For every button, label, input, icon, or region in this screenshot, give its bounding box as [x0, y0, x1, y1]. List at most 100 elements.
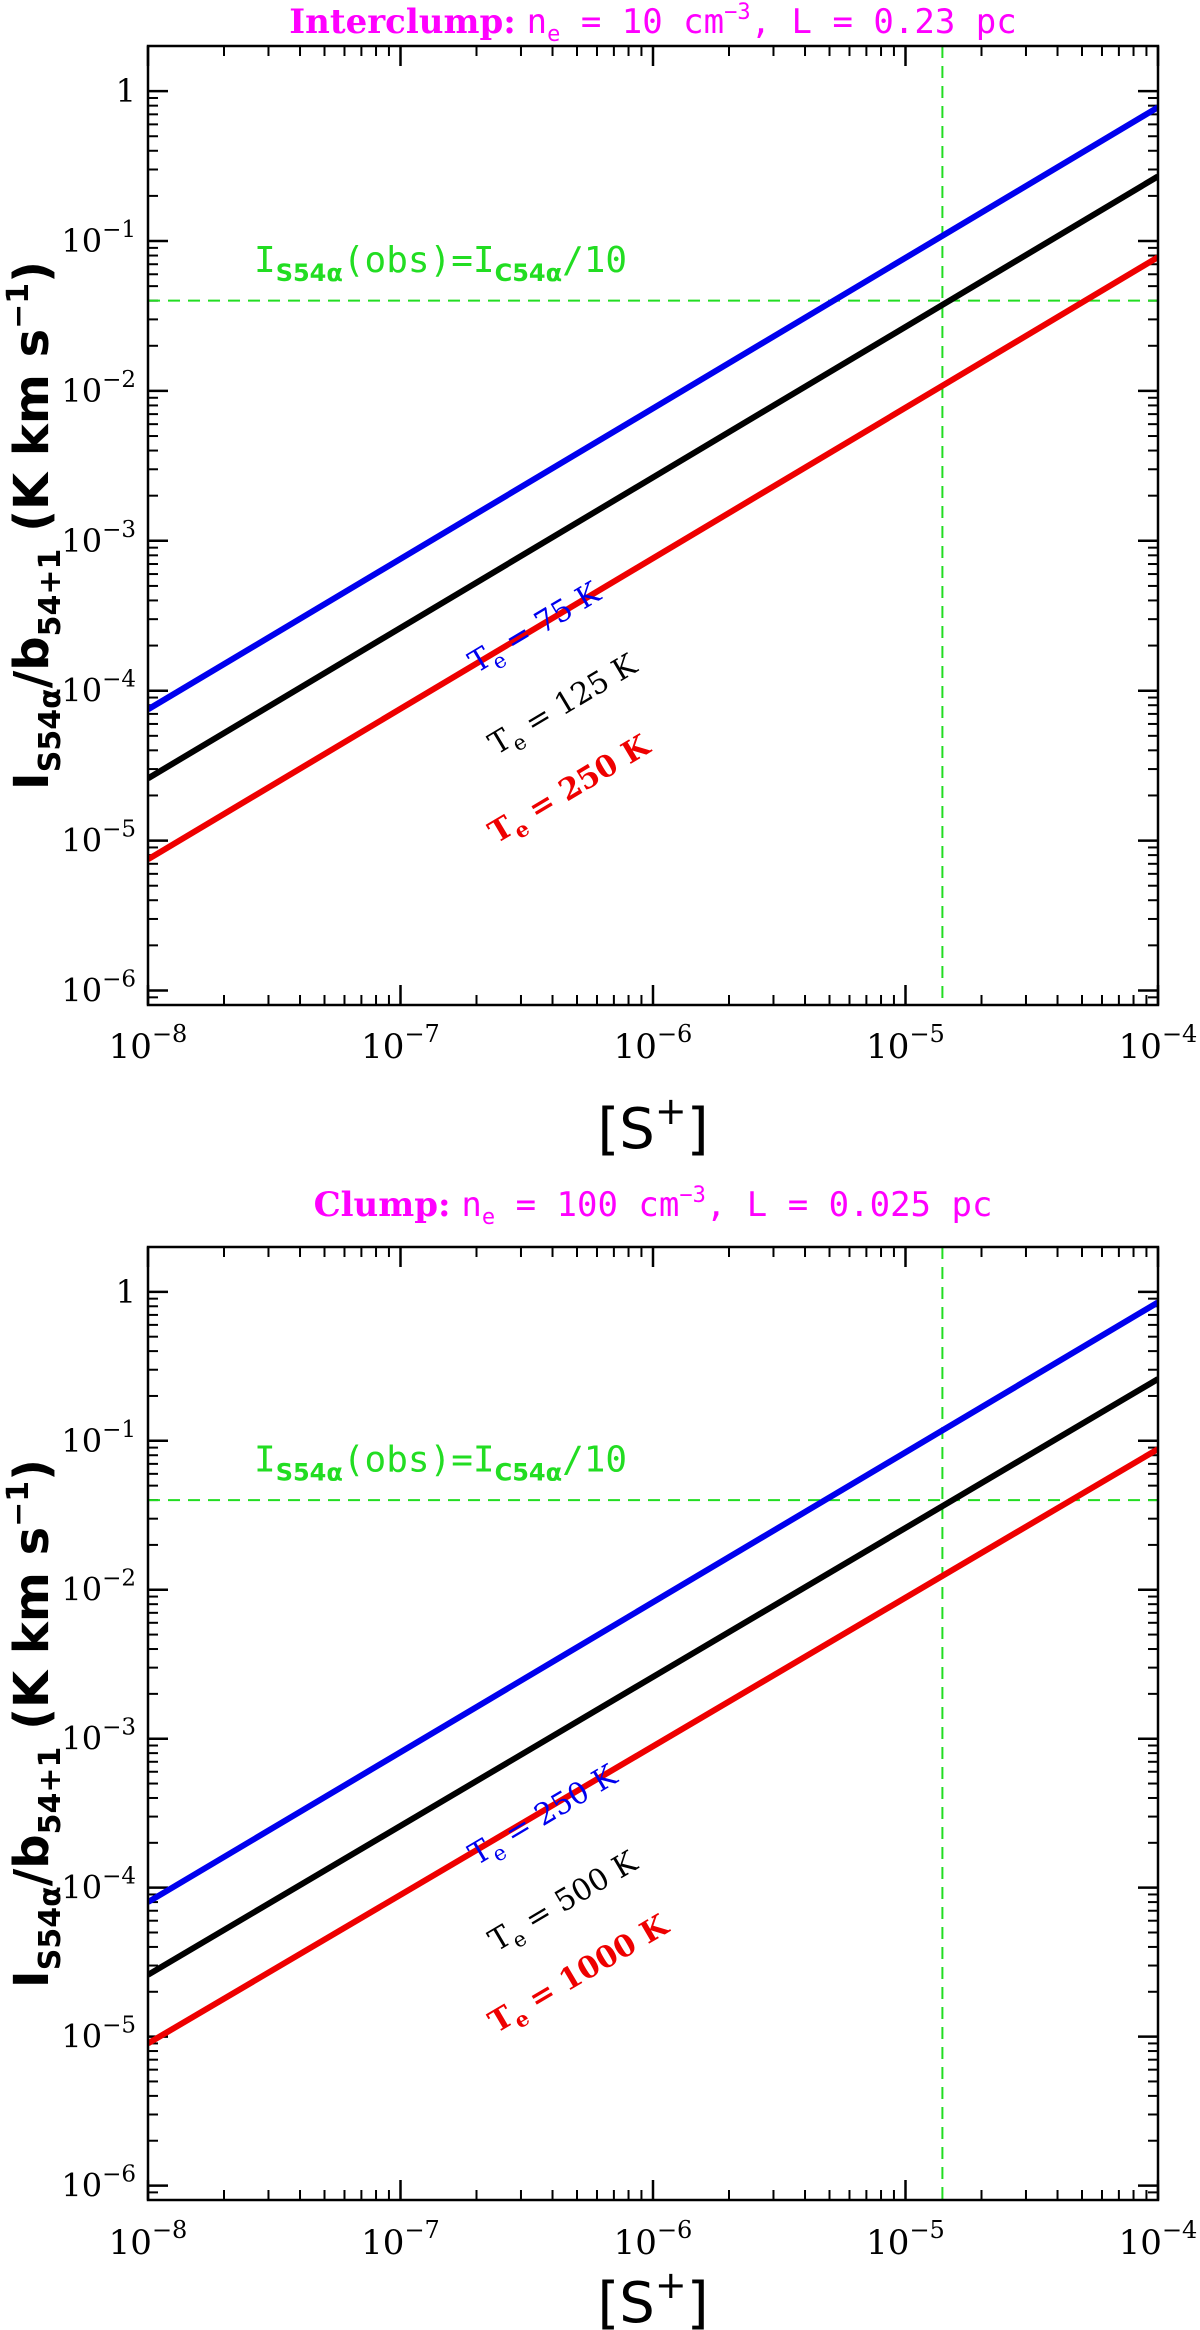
- x-axis-label: [S+]: [597, 2263, 708, 2330]
- x-tick-exp: −4: [1162, 2216, 1197, 2244]
- x-tick-base: 10: [109, 2223, 152, 2263]
- series-line-1: [148, 173, 1158, 781]
- x-tick-exp: −7: [404, 2216, 439, 2244]
- title-ne: n: [527, 2, 547, 42]
- y-tick-label: 1: [116, 1273, 136, 1311]
- y-tick-exp: −6: [102, 2162, 136, 2188]
- y-tick-exp: −2: [102, 367, 136, 393]
- y-tick-exp: −6: [102, 966, 136, 992]
- series-label-rest: = 125 K: [511, 647, 644, 746]
- y-tick-label: 10−4: [61, 667, 136, 710]
- y-axis-label: IS54α/b54+1 (K km s−1): [1, 1459, 68, 1988]
- x-axis-label-end: ]: [687, 1097, 709, 1162]
- y-tick-base: 10: [61, 971, 102, 1009]
- x-tick-exp: −5: [909, 2216, 944, 2244]
- y-tick-base: 10: [61, 672, 102, 710]
- y-tick-exp: −5: [102, 817, 136, 843]
- y-tick-exp: −3: [102, 517, 136, 543]
- y-tick-exp: −5: [102, 2013, 136, 2039]
- y-label-close: ): [4, 261, 60, 283]
- x-tick-exp: −6: [657, 1020, 692, 1048]
- y-label-sub2: 54+1: [33, 1747, 68, 1835]
- x-tick-label: 10−6: [614, 2216, 693, 2263]
- obs-label-end: /10: [562, 1440, 627, 1481]
- x-tick-exp: −6: [657, 2216, 692, 2244]
- y-tick-base: 10: [61, 1869, 102, 1907]
- series-line-0: [148, 104, 1158, 712]
- title-density-exp: −3: [724, 0, 751, 25]
- y-label-close: ): [4, 1459, 60, 1481]
- y-tick-label: 10−2: [61, 1566, 136, 1609]
- y-tick-exp: −4: [102, 667, 136, 693]
- obs-label-end: /10: [562, 240, 627, 281]
- y-tick-label: 10−4: [61, 1864, 136, 1907]
- y-tick-base: 10: [61, 1422, 102, 1460]
- observed-limit-label: IS54α(obs)=IC54α/10: [254, 1440, 627, 1487]
- x-axis-label-sup: +: [655, 1089, 687, 1133]
- y-label-I: I: [4, 772, 60, 790]
- y-tick-exp: −4: [102, 1864, 136, 1890]
- series-line-2: [148, 1446, 1158, 2047]
- title-length: , L = 0.23 pc: [751, 2, 1017, 42]
- obs-label-sub2: C54α: [495, 1459, 563, 1487]
- obs-label-sub1: S54α: [276, 1459, 343, 1487]
- y-tick-label: 10−6: [61, 2162, 136, 2205]
- title-density: = 10 cm: [560, 2, 724, 42]
- plot-area: [148, 1247, 1158, 2200]
- x-tick-base: 10: [614, 2223, 657, 2263]
- y-tick-label: 10−5: [61, 817, 136, 860]
- series-label-rest: = 250 K: [491, 1758, 624, 1857]
- x-tick-label: 10−5: [866, 1020, 945, 1067]
- obs-label-I: I: [254, 1440, 276, 1481]
- x-tick-label: 10−8: [109, 1020, 188, 1067]
- x-tick-base: 10: [361, 2223, 404, 2263]
- title-ne-sub: e: [482, 1205, 495, 1230]
- chart-title-prefix: Interclump:: [289, 2, 516, 42]
- y-tick-label: 10−6: [61, 966, 136, 1009]
- chart-title: Interclump: ne = 10 cm−3, L = 0.23 pc: [289, 0, 1016, 47]
- series-label-2: Te = 1000 K: [483, 1907, 678, 2044]
- title-ne-sub: e: [547, 22, 560, 47]
- x-tick-exp: −8: [152, 1020, 187, 1048]
- y-label-sub1: S54α: [33, 688, 68, 772]
- y-label-b: /b: [4, 1834, 60, 1886]
- x-tick-label: 10−4: [1119, 1020, 1198, 1067]
- x-tick-label: 10−6: [614, 1020, 693, 1067]
- x-axis-label-sup: +: [655, 2263, 687, 2307]
- y-tick-base: 10: [61, 2018, 102, 2056]
- x-tick-exp: −8: [152, 2216, 187, 2244]
- y-tick-base: 10: [61, 222, 102, 260]
- x-tick-base: 10: [866, 2223, 909, 2263]
- title-length: , L = 0.025 pc: [706, 1185, 993, 1225]
- x-tick-base: 10: [109, 1027, 152, 1067]
- y-tick-exp: −1: [102, 217, 136, 243]
- x-tick-label: 10−7: [361, 1020, 440, 1067]
- y-label-sub2: 54+1: [33, 549, 68, 637]
- x-tick-exp: −7: [404, 1020, 439, 1048]
- series-line-1: [148, 1376, 1158, 1978]
- y-tick-base: 10: [61, 2167, 102, 2205]
- y-tick-label: 10−1: [61, 1417, 136, 1460]
- x-tick-label: 10−5: [866, 2216, 945, 2263]
- title-gap: [516, 2, 527, 42]
- title-density-exp: −3: [679, 1183, 706, 1208]
- x-axis-label-main: [S: [597, 1097, 654, 1162]
- y-tick-base: 10: [61, 372, 102, 410]
- plot-frame: [146, 1245, 1160, 2202]
- title-gap: [451, 1185, 462, 1225]
- y-label-b: /b: [4, 636, 60, 688]
- x-tick-base: 10: [1119, 1027, 1162, 1067]
- title-ne: n: [461, 1185, 481, 1225]
- x-axis-label: [S+]: [597, 1089, 708, 1162]
- obs-label-mid: (obs)=I: [343, 1440, 495, 1481]
- y-tick-label: 1: [116, 72, 136, 110]
- chart-title-prefix: Clump:: [314, 1185, 451, 1225]
- plot-area: [148, 46, 1158, 1005]
- y-label-units: (K km s: [4, 329, 60, 549]
- chart-title: Clump: ne = 100 cm−3, L = 0.025 pc: [314, 1183, 993, 1230]
- y-tick-label: 10−3: [61, 517, 136, 560]
- y-tick-base: 10: [61, 1571, 102, 1609]
- x-tick-base: 10: [361, 1027, 404, 1067]
